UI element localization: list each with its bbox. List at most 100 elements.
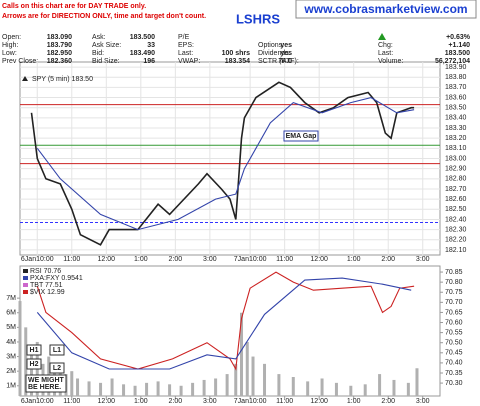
y-tick-label: 183.20 [445,135,467,142]
y-tick-label: 182.90 [445,166,467,173]
volume-bar [225,374,229,396]
volume-bar [18,301,22,396]
up-arrow [378,33,386,40]
volume-bar [179,385,183,396]
quote-label: Volume: [378,58,403,65]
volume-bar [24,327,28,396]
legend-swatch [23,290,28,294]
legend: PXA:FXY 0.9541 [30,275,83,282]
x-tick-label: 1:00 [347,256,361,263]
quote-value: 183.790 [47,42,72,49]
x-tick-label: 3:00 [416,398,430,405]
quote-label: Bid Size: [92,58,120,65]
volume-bar [406,382,410,396]
y-tick-label: 70.65 [445,309,463,316]
note: H2 [30,361,39,368]
quote-label: Options: [258,42,284,49]
x-tick-label: 6Jan10:00 [21,256,54,263]
x-tick-label: 1:00 [347,398,361,405]
volume-bar [363,384,367,396]
note: H1 [30,347,39,354]
y-tick-label: 70.75 [445,289,463,296]
y-tick-label: 182.70 [445,186,467,193]
legend: TBT 77.51 [30,282,63,289]
note: WE MIGHT BE HERE. [28,377,64,391]
legend-swatch [23,283,28,287]
volume-bar [378,374,382,396]
quote-label: EPS: [178,42,194,49]
notice: Arrows are for DIRECTION ONLY, time and … [2,13,206,20]
x-tick-label: 2:00 [381,398,395,405]
x-tick-label: 7Jan10:00 [234,256,267,263]
quote-label: Low: [2,50,17,57]
chart-title: LSHRS [236,11,280,26]
volume-bar [277,374,281,396]
quote-label: Ask: [92,34,106,41]
y2-tick-label: 7M [6,295,16,302]
x-tick-label: 1:00 [134,398,148,405]
quote-value: 183.490 [130,50,155,57]
y-tick-label: 183.10 [445,145,467,152]
quote-label: Bid: [92,50,104,57]
x-tick-label: 6Jan10:00 [21,398,54,405]
quote-value: 33 [147,42,155,49]
x-tick-label: 2:00 [169,256,183,263]
y-tick-label: 182.50 [445,206,467,213]
quote-label: Last: [178,50,193,57]
y2-tick-label: 2M [6,368,16,375]
volume-bar [240,312,244,396]
volume-bar [306,381,310,396]
volume-bar [349,385,353,396]
y-tick-label: 70.40 [445,360,463,367]
series-line [36,97,415,231]
quote-label: Ask Size: [92,42,121,49]
series-line [30,81,415,246]
notice: Calls on this chart are for DAY TRADE on… [2,3,146,10]
quote-value: yes [280,50,292,57]
note-box [49,344,65,356]
volume-bar [70,371,74,396]
volume-bar [334,382,338,396]
series-line [36,271,415,371]
quote-value: 182.950 [47,50,72,57]
y-tick-label: 70.60 [445,319,463,326]
volume-bar [234,363,238,396]
y-tick-label: 183.00 [445,155,467,162]
volume-bar [320,378,324,396]
quote-label: High: [2,42,18,49]
quote-value: 183.500 [445,50,470,57]
quote-label: SCTR (ETF): [258,58,299,65]
y2-tick-label: 6M [6,310,16,317]
volume-bar [110,378,114,396]
annotation: EMA Gap [286,133,317,140]
volume-bar [168,384,172,396]
quote-value: 183.090 [47,34,72,41]
x-tick-label: 11:00 [276,256,293,263]
y-tick-label: 70.80 [445,279,463,286]
legend-swatch [23,269,28,273]
y-tick-label: 183.40 [445,115,467,122]
y-tick-label: 183.70 [445,84,467,91]
x-tick-label: 11:00 [63,256,80,263]
y2-tick-label: 1M [6,383,16,390]
quote-label: Prev Close: [2,58,38,65]
quote-value: 100 shrs [222,50,251,57]
quote-value: +0.63% [446,34,471,41]
y-tick-label: 182.10 [445,247,467,254]
quote-label: Chg: [378,42,393,49]
y-tick-label: 70.50 [445,340,463,347]
legend: SPY (5 min) 183.50 [32,76,93,83]
volume-bar [191,382,195,396]
annotation-box [283,130,319,142]
legend-swatch [23,276,28,280]
quote-label: VWAP: [178,58,200,65]
x-tick-label: 7Jan10:00 [234,398,267,405]
y-tick-label: 182.40 [445,216,467,223]
y-tick-label: 70.55 [445,329,463,336]
y-tick-label: 70.85 [445,269,463,276]
y2-tick-label: 5M [6,324,16,331]
note: L2 [53,365,61,372]
volume-bar [291,377,295,396]
volume-bar [202,379,206,396]
volume-bar [214,378,218,396]
